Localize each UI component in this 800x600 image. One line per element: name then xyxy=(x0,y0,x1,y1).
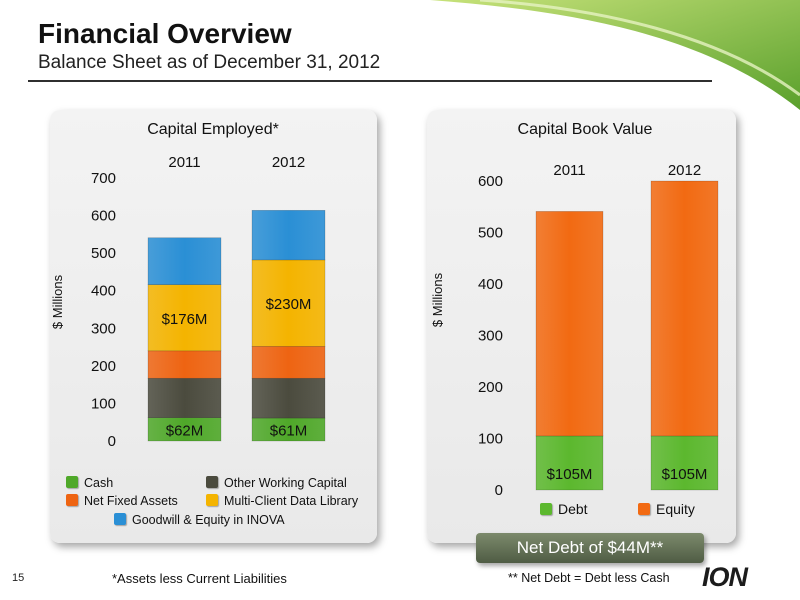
capital-employed-y-tick-label: 600 xyxy=(91,208,116,225)
capital-book-value-category-label: 2011 xyxy=(553,162,585,179)
legend-label-equity: Equity xyxy=(656,501,695,517)
capital-book-value-y-tick-label: 600 xyxy=(478,173,503,190)
legend-swatch-other-working-capital xyxy=(206,476,218,488)
legend-item-goodwill-equity-inova: Goodwill & Equity in INOVA xyxy=(114,513,285,527)
capital-employed-bar-segment xyxy=(251,377,326,419)
capital-employed-bar-segment xyxy=(147,237,222,286)
capital-book-value-y-tick-label: 200 xyxy=(478,379,503,396)
legend-item-multi-client-data-library: Multi-Client Data Library xyxy=(206,494,358,508)
net-debt-callout: Net Debt of $44M** xyxy=(476,533,704,563)
capital-employed-data-label: $62M xyxy=(166,422,204,439)
page-subtitle: Balance Sheet as of December 31, 2012 xyxy=(38,52,381,73)
capital-employed-bar-segment xyxy=(147,350,222,379)
capital-employed-y-tick-label: 100 xyxy=(91,395,116,412)
capital-book-value-y-tick-label: 500 xyxy=(478,225,503,242)
capital-employed-title: Capital Employed* xyxy=(147,121,279,138)
legend-item-debt: Debt xyxy=(540,501,588,517)
legend-item-net-fixed-assets: Net Fixed Assets xyxy=(66,494,178,508)
capital-employed-category-label: 2012 xyxy=(272,154,305,171)
capital-book-value-data-label: $105M xyxy=(662,466,708,483)
legend-label-other-working-capital: Other Working Capital xyxy=(224,476,347,490)
capital-employed-bar-segment xyxy=(147,377,222,419)
capital-employed-y-tick-label: 0 xyxy=(108,433,116,450)
capital-employed-data-label: $61M xyxy=(270,423,308,440)
capital-book-value-y-tick-label: 100 xyxy=(478,431,503,448)
ion-logo-text: ION xyxy=(702,562,749,590)
capital-employed-bar-segment xyxy=(147,284,222,352)
page-number: 15 xyxy=(12,572,25,584)
legend-item-equity: Equity xyxy=(638,501,695,517)
capital-employed-category-label: 2011 xyxy=(168,154,200,171)
capital-employed-y-tick-label: 700 xyxy=(91,170,116,187)
legend-swatch-debt xyxy=(540,503,552,515)
capital-book-value-data-label: $105M xyxy=(547,466,593,483)
capital-employed-y-tick-label: 500 xyxy=(91,245,116,262)
capital-book-value-bar-segment xyxy=(535,211,604,437)
legend-label-multi-client-data-library: Multi-Client Data Library xyxy=(224,494,359,508)
capital-book-value-y-tick-label: 0 xyxy=(495,482,503,499)
capital-employed-data-label: $230M xyxy=(266,296,312,313)
corner-swoosh-graphic xyxy=(430,0,800,110)
legend-swatch-net-fixed-assets xyxy=(66,494,78,506)
capital-book-value-bar-segment xyxy=(650,180,719,437)
legend-swatch-equity xyxy=(638,503,650,515)
capital-book-value-y-axis-label: $ Millions xyxy=(430,272,445,327)
capital-book-value-y-tick-label: 300 xyxy=(478,328,503,345)
legend-swatch-goodwill-equity-inova xyxy=(114,513,126,525)
capital-employed-y-tick-label: 300 xyxy=(91,320,116,337)
capital-employed-bar-segment xyxy=(251,210,326,261)
capital-employed-data-label: $176M xyxy=(162,311,208,328)
footnote-net-debt: ** Net Debt = Debt less Cash xyxy=(508,571,670,585)
legend-label-cash: Cash xyxy=(84,476,114,490)
capital-employed-y-tick-label: 400 xyxy=(91,283,116,300)
capital-book-value-bar-segment xyxy=(535,435,604,491)
legend-label-goodwill-equity-inova: Goodwill & Equity in INOVA xyxy=(132,513,285,527)
legend-item-other-working-capital: Other Working Capital xyxy=(206,476,347,490)
legend-item-cash: Cash xyxy=(66,476,113,490)
legend-swatch-multi-client-data-library xyxy=(206,494,218,506)
capital-book-value-y-tick-label: 400 xyxy=(478,276,503,293)
ion-logo: ION xyxy=(702,562,750,590)
legend-label-debt: Debt xyxy=(558,501,588,517)
footnote-assets: *Assets less Current Liabilities xyxy=(112,571,287,586)
capital-employed-bar-segment xyxy=(251,259,326,347)
capital-employed-y-axis-label: $ Millions xyxy=(50,274,65,329)
capital-book-value-title: Capital Book Value xyxy=(518,121,653,138)
capital-employed-bar-segment xyxy=(251,346,326,379)
page-title: Financial Overview xyxy=(38,18,292,49)
title-divider xyxy=(28,80,712,82)
capital-book-value-category-label: 2012 xyxy=(668,162,701,179)
capital-employed-y-tick-label: 200 xyxy=(91,358,116,375)
legend-swatch-cash xyxy=(66,476,78,488)
legend-label-net-fixed-assets: Net Fixed Assets xyxy=(84,494,178,508)
